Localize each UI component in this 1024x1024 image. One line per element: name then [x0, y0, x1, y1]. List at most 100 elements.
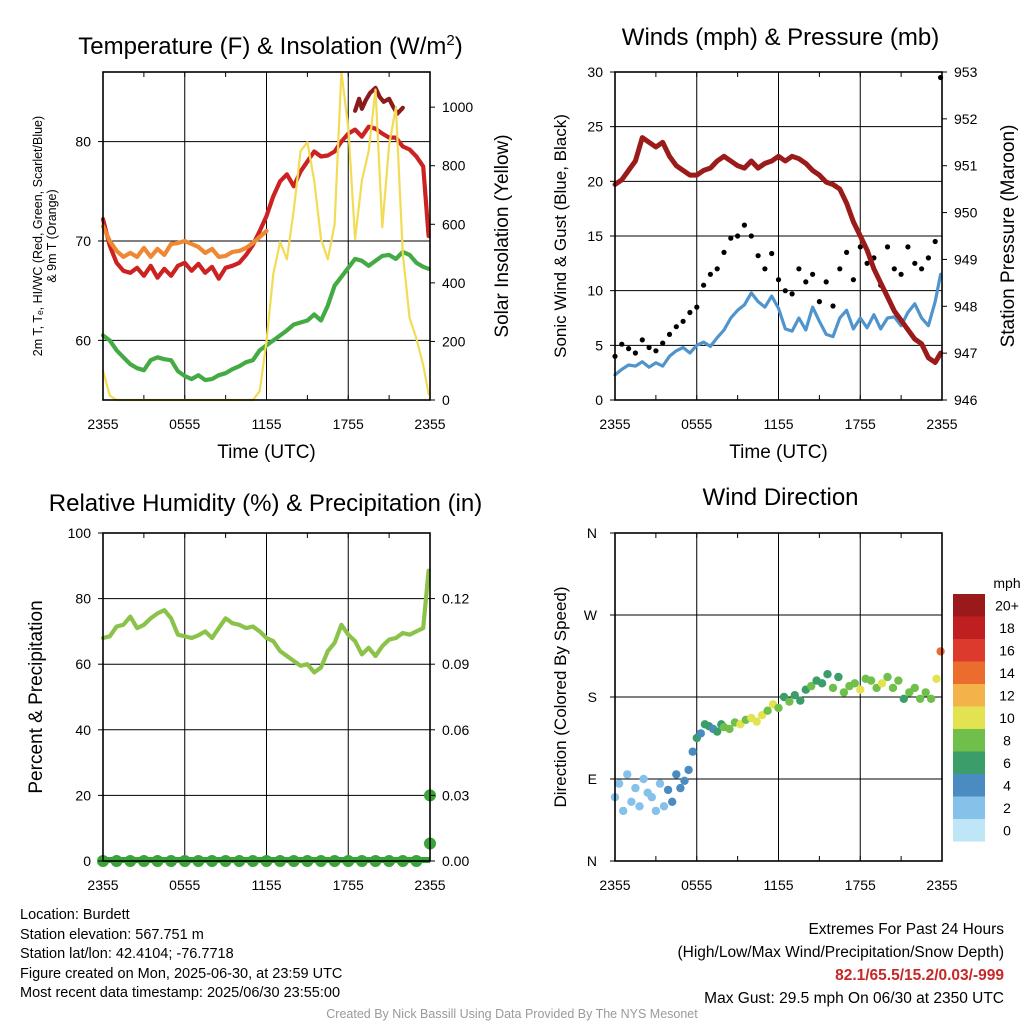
temperature-series-insolation — [101, 70, 430, 402]
gust-point — [898, 271, 904, 277]
gust-point — [762, 266, 768, 272]
direction-point — [672, 770, 681, 779]
colorbar-label: 10 — [999, 710, 1015, 726]
direction-point — [926, 694, 936, 703]
direction-point — [916, 694, 925, 703]
colorbar-label: 20+ — [995, 597, 1019, 613]
direction-point — [774, 703, 783, 713]
gust-point — [932, 238, 938, 245]
temperature-ylabel-line1: 2m T, Tₑ, HI/WC (Red, Green, Scarlet/Blu… — [31, 116, 45, 356]
direction-ytick-label: N — [587, 525, 597, 541]
direction-point — [680, 776, 689, 785]
temperature-title-main: Temperature (F) & Insolation (W/m — [78, 33, 446, 60]
direction-title: Wind Direction — [702, 484, 858, 511]
humidity-y2tick-label: 0.06 — [442, 722, 469, 738]
humidity-y2tick-label: 0.12 — [442, 591, 469, 607]
direction-point — [790, 691, 799, 700]
gust-point — [803, 279, 809, 285]
max-gust: Max Gust: 29.5 mph On 06/30 at 2350 UTC — [704, 990, 1004, 1007]
winds-y2tick-label: 950 — [954, 205, 978, 221]
colorbar-title: mph — [993, 575, 1020, 591]
humidity-ytick-label: 60 — [75, 656, 91, 672]
direction-point — [619, 806, 628, 816]
gust-point — [748, 233, 754, 239]
colorbar-label: 16 — [999, 642, 1015, 658]
temperature-ylabel-line2: & 9m T (Orange) — [45, 189, 59, 282]
gust-point — [714, 266, 720, 272]
winds-y2tick-label: 952 — [954, 111, 978, 127]
temperature-series-heat-index — [353, 85, 405, 116]
gust-point — [701, 282, 707, 288]
humidity-y2tick-label: 0.09 — [442, 656, 469, 672]
extremes-values: 82.1/65.5/15.2/0.03/-999 — [835, 967, 1004, 984]
direction-point — [647, 793, 656, 802]
credit-line: Created By Nick Bassill Using Data Provi… — [326, 1007, 698, 1021]
winds-y2tick-label: 948 — [954, 298, 978, 314]
winds-series-pressure — [612, 135, 944, 365]
colorbar-swatch — [953, 661, 985, 684]
winds-xlabel: Time (UTC) — [729, 442, 828, 463]
direction-point — [655, 779, 665, 788]
gust-point — [850, 277, 857, 283]
direction-point — [883, 672, 892, 682]
recent-timestamp: Most recent data timestamp: 2025/06/30 2… — [20, 985, 341, 1001]
colorbar-swatch — [953, 774, 985, 797]
direction-point — [663, 785, 673, 795]
gust-point — [823, 279, 829, 285]
humidity-ytick-label: 0 — [83, 853, 91, 869]
direction-point — [932, 674, 941, 683]
winds-xtick-label: 0555 — [681, 416, 712, 432]
gust-point — [626, 346, 632, 352]
humidity-xtick-label: 1755 — [333, 877, 364, 893]
gust-point — [810, 271, 816, 277]
winds-xtick-label: 1755 — [845, 416, 876, 432]
temperature-title-end: ) — [455, 33, 463, 60]
winds-y2label: Station Pressure (Maroon) — [998, 125, 1019, 348]
temperature-y2tick-label: 400 — [442, 275, 466, 291]
direction-point — [899, 694, 908, 703]
gust-point — [857, 244, 863, 250]
direction-ytick-label: W — [584, 607, 598, 623]
colorbar-swatch — [953, 729, 985, 752]
direction-point — [817, 679, 827, 688]
direction-point — [823, 670, 832, 679]
gust-point — [653, 348, 659, 354]
winds-series-sonic-wind — [613, 272, 943, 377]
direction-point — [659, 802, 669, 811]
direction-point — [936, 647, 945, 656]
humidity-xtick-label: 2355 — [87, 877, 118, 893]
gust-point — [769, 250, 775, 257]
direction-point — [877, 679, 887, 688]
gust-point — [789, 291, 795, 297]
temperature-xtick-label: 2355 — [414, 416, 445, 432]
direction-point — [725, 724, 734, 734]
direction-point — [850, 679, 859, 688]
colorbar-label: 14 — [999, 665, 1015, 681]
winds-ytick-label: 20 — [587, 173, 603, 189]
gust-point — [837, 266, 843, 272]
gust-point — [666, 331, 673, 337]
gust-point — [735, 233, 741, 239]
gust-point — [680, 318, 686, 324]
gust-point — [796, 266, 802, 272]
gust-point — [864, 260, 870, 266]
temperature-xtick-label: 1155 — [251, 416, 281, 432]
colorbar-label: 6 — [1003, 755, 1011, 771]
direction-point — [631, 783, 640, 793]
humidity-xtick-label: 0555 — [169, 877, 200, 893]
temperature-title-sup: 2 — [446, 32, 454, 49]
direction-xtick-label: 1155 — [763, 877, 793, 893]
direction-xtick-label: 2355 — [926, 877, 957, 893]
colorbar-label: 4 — [1003, 777, 1011, 793]
colorbar-swatch — [953, 684, 985, 707]
colorbar-label: 2 — [1003, 800, 1011, 816]
temperature-y2tick-label: 1000 — [442, 99, 473, 115]
humidity-title: Relative Humidity (%) & Precipitation (i… — [49, 490, 482, 517]
direction-point — [839, 688, 849, 697]
winds-xtick-label: 2355 — [926, 416, 957, 432]
colorbar-swatch — [953, 706, 985, 729]
direction-point — [828, 683, 838, 693]
direction-point — [910, 683, 919, 693]
humidity-panel: 0 20 40 60 80 100 0.00 0.03 0.06 0.09 0.12 2355 0555… — [26, 490, 482, 893]
